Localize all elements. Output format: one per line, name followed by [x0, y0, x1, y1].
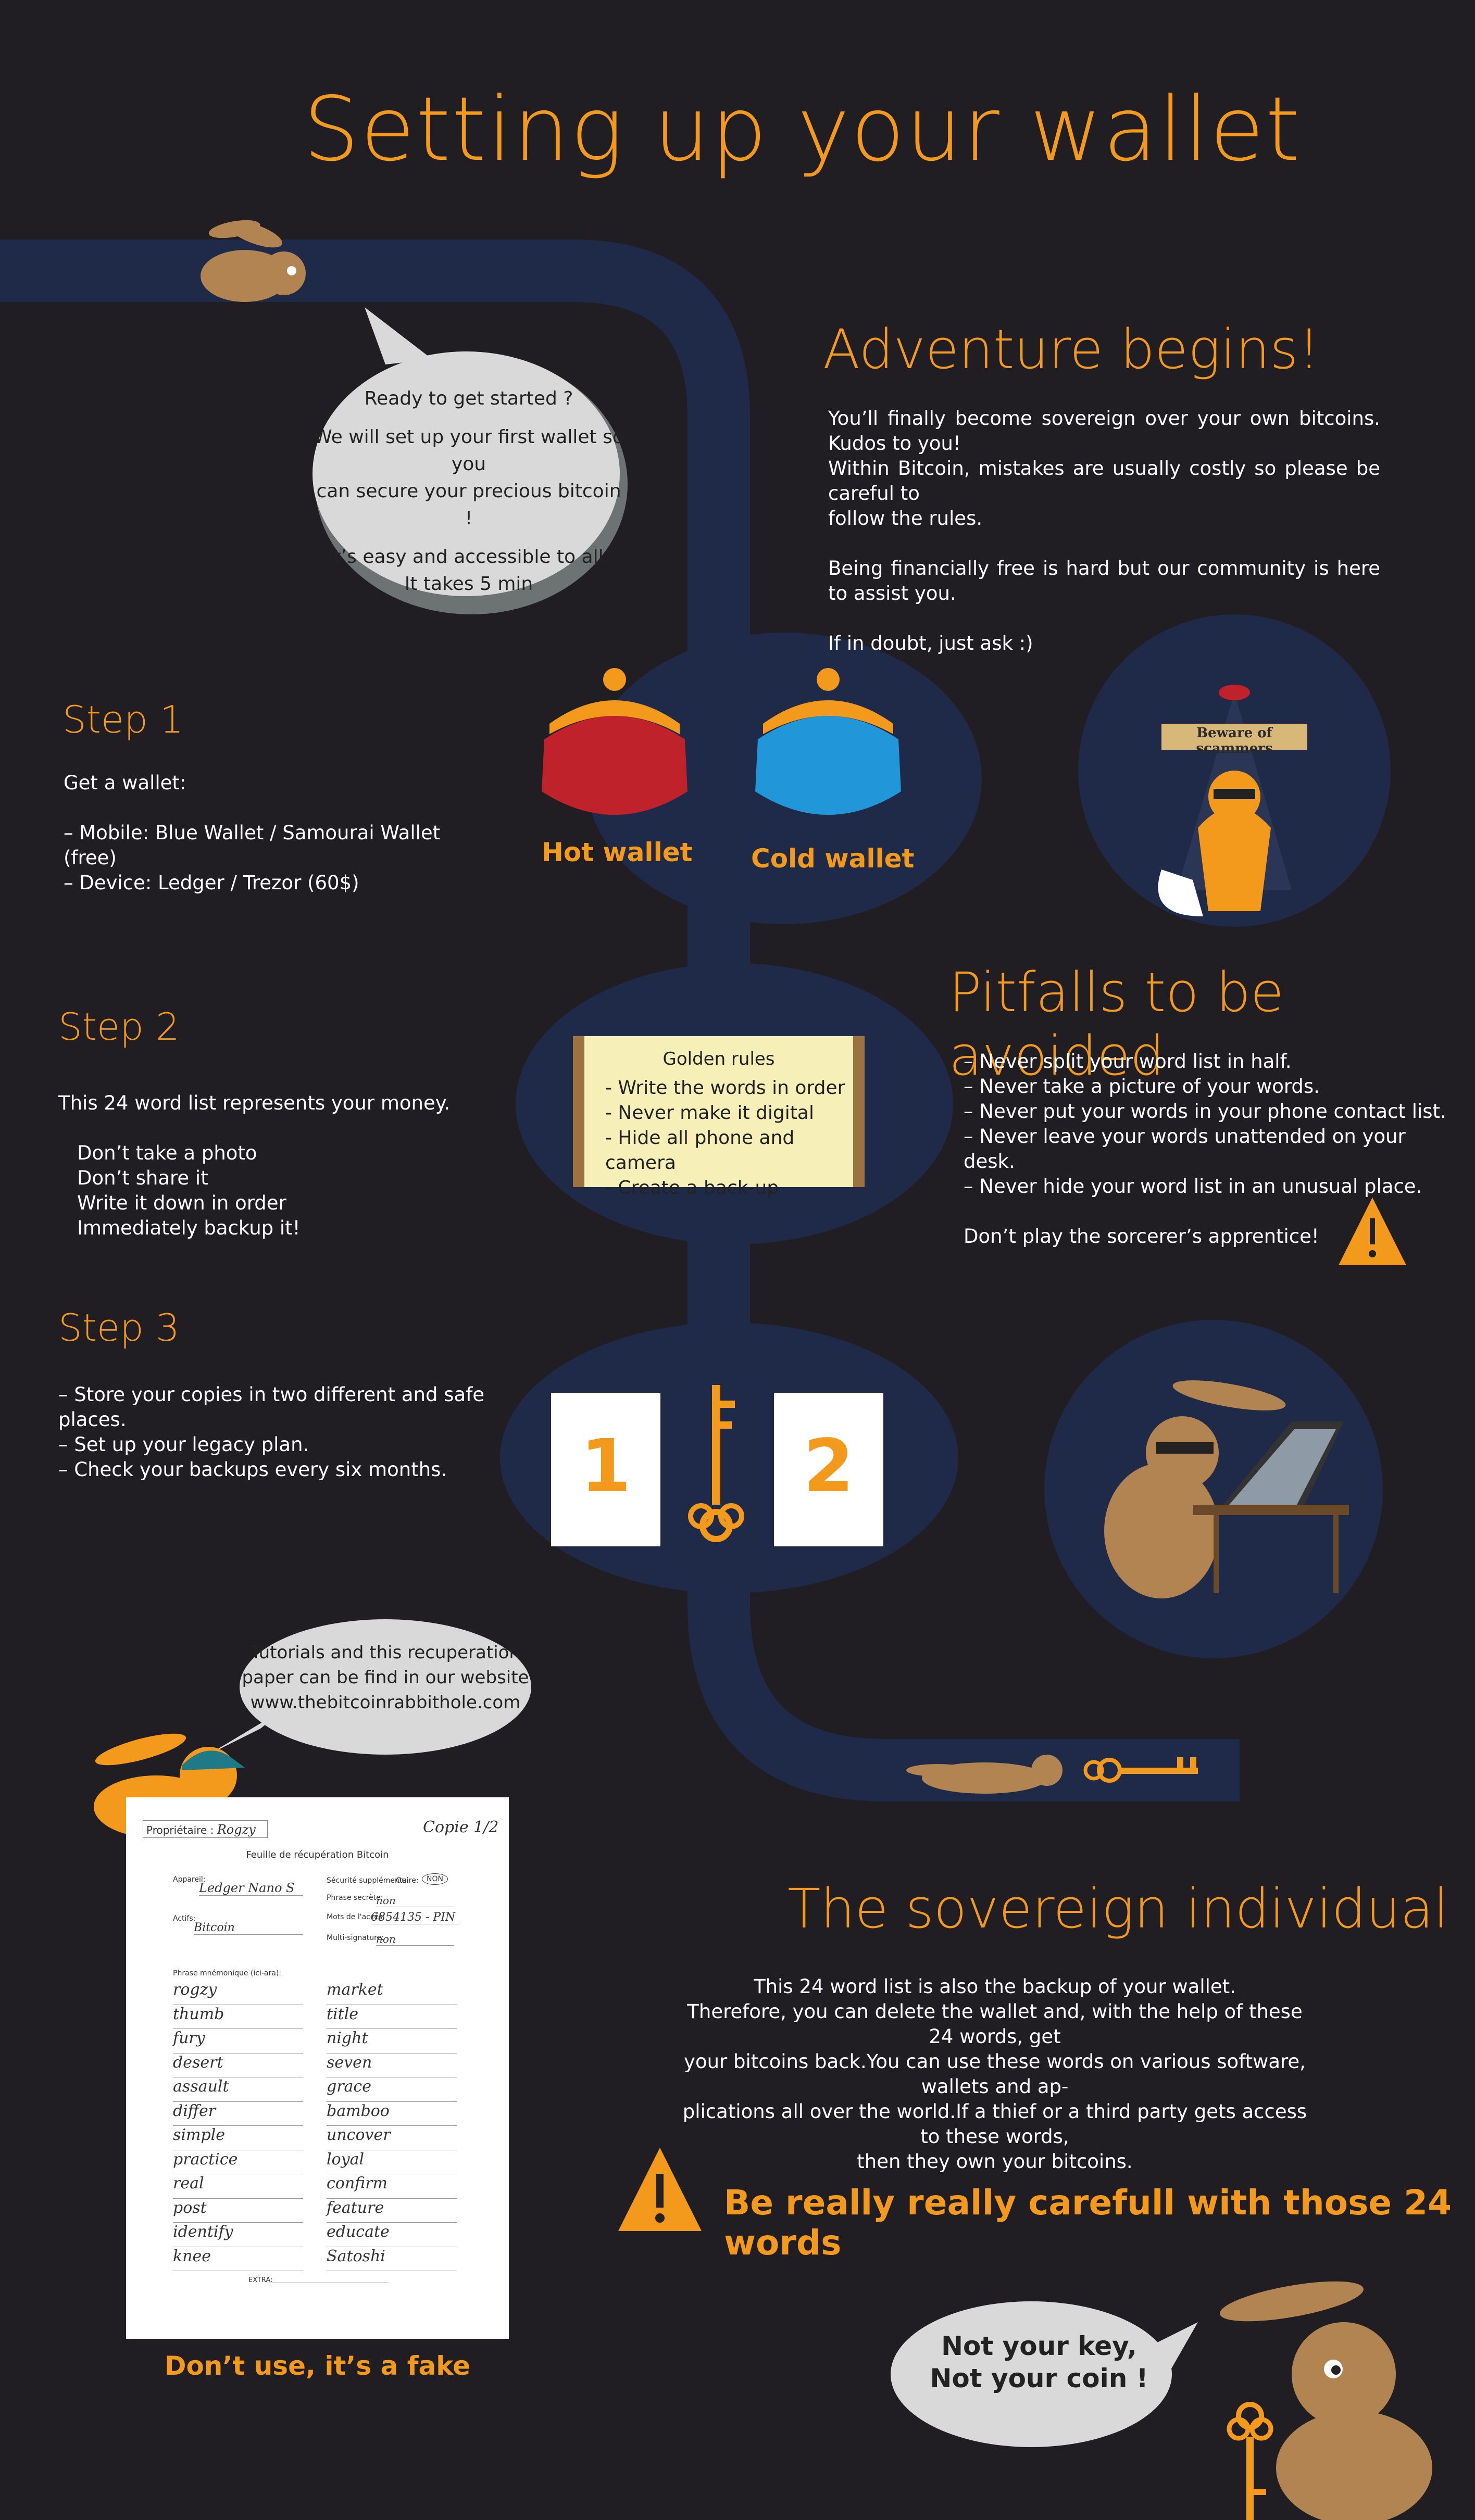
backup-copy-1: 1 [551, 1393, 660, 1546]
step3-heading: Step 3 [58, 1306, 180, 1350]
sheet-extra-label: EXTRA: [248, 2276, 273, 2284]
speech-bubble-key-shape [891, 2301, 1198, 2447]
rabbit-icon [201, 220, 306, 302]
sovereign-text: This 24 word list is also the backup of … [682, 1975, 1307, 2173]
scammer-sign: Beware of scammers [1196, 725, 1273, 757]
sheet-asset-label: Actifs: [173, 1914, 196, 1923]
pitfalls-list: – Never split your word list in half. – … [964, 1050, 1446, 1248]
sovereign-heading: The sovereign individual [788, 1877, 1449, 1941]
sheet-asset: Bitcoin [194, 1921, 303, 1935]
rabbit-holding-key-icon [1220, 2281, 1432, 2520]
step1-heading: Step 1 [63, 698, 184, 741]
sheet-title: Feuille de récupération Bitcoin [246, 1849, 389, 1860]
sheet-pin-label: Mots de l'accès: [327, 1913, 385, 1921]
adventure-text: You’ll finally become sovereign over you… [828, 407, 1380, 654]
adventure-heading: Adventure begins! [823, 318, 1320, 381]
step3-list: – Store your copies in two different and… [58, 1383, 484, 1481]
wallets-illustration [542, 668, 901, 815]
sheet-copy-label: Copie 1/2 [423, 1818, 499, 1836]
golden-rules-list: - Write the words in order - Never make … [605, 1077, 845, 1199]
backup-copy-2: 2 [774, 1393, 883, 1546]
sheet-device-label: Appareil: [173, 1875, 206, 1884]
cold-wallet-label: Cold wallet [751, 843, 915, 874]
speech-bubble-tutorials-shape [208, 1619, 531, 1755]
speech-bubble-key: Not your key, Not your coin ! [930, 2331, 1148, 2393]
sheet-multisig: non [376, 1933, 454, 1946]
page-title: Setting up your wallet [303, 78, 1301, 181]
pitfalls-heading: Pitfalls to be avoided [949, 961, 1284, 1088]
warning-icon [1339, 1198, 1406, 1265]
fake-label: Don’t use, it’s a fake [164, 2351, 471, 2381]
sheet-yes: Oui [396, 1876, 408, 1885]
hacker-rabbit-icon [1104, 1380, 1349, 1598]
step1-text: Get a wallet: – Mobile: Blue Wallet / Sa… [64, 772, 441, 894]
running-rabbit-key-icon [906, 1755, 1198, 1794]
warning-text: Be really really carefull with those 24 … [724, 2183, 1452, 2263]
sheet-words-left: rogzy thumb fury desert assault differ s… [173, 1981, 303, 2271]
warning-icon-large [618, 2148, 702, 2231]
sheet-mnemonic-label: Phrase mnémonique (ici-ara): [173, 1969, 282, 1977]
sheet-no: NON [422, 1873, 448, 1885]
speech-bubble-start: Ready to get started ? We will set up yo… [314, 388, 624, 595]
sheet-words-right: market title night seven grace bamboo un… [327, 1981, 457, 2271]
step2-text: This 24 word list represents your money.… [58, 1092, 451, 1239]
sheet-device: Ledger Nano S [199, 1881, 303, 1896]
step2-heading: Step 2 [58, 1005, 180, 1049]
hot-wallet-label: Hot wallet [542, 837, 693, 867]
key-icon [688, 1385, 744, 1542]
speech-bubble-tutorials: Tutorials and this recuperation paper ca… [242, 1642, 529, 1713]
sheet-security-label: Sécurité supplémentaire: [327, 1876, 419, 1885]
recovery-sheet: Propriétaire : Rogzy Copie 1/2 Feuille d… [126, 1797, 509, 2339]
golden-rules-title: Golden rules [662, 1049, 775, 1069]
sheet-multisig-label: Multi-signature: [327, 1934, 384, 1942]
sheet-pin: 6854135 - PIN [371, 1911, 459, 1924]
speech-bubble-shape [312, 307, 628, 614]
sheet-owner-box: Propriétaire : Rogzy [143, 1820, 268, 1838]
sheet-passphrase: non [376, 1894, 454, 1907]
golden-rules-scroll: Golden rules - Write the words in order … [573, 1036, 865, 1199]
fox-scammer-icon [1158, 685, 1307, 916]
sheet-passphrase-label: Phrase secrète: [327, 1894, 383, 1902]
